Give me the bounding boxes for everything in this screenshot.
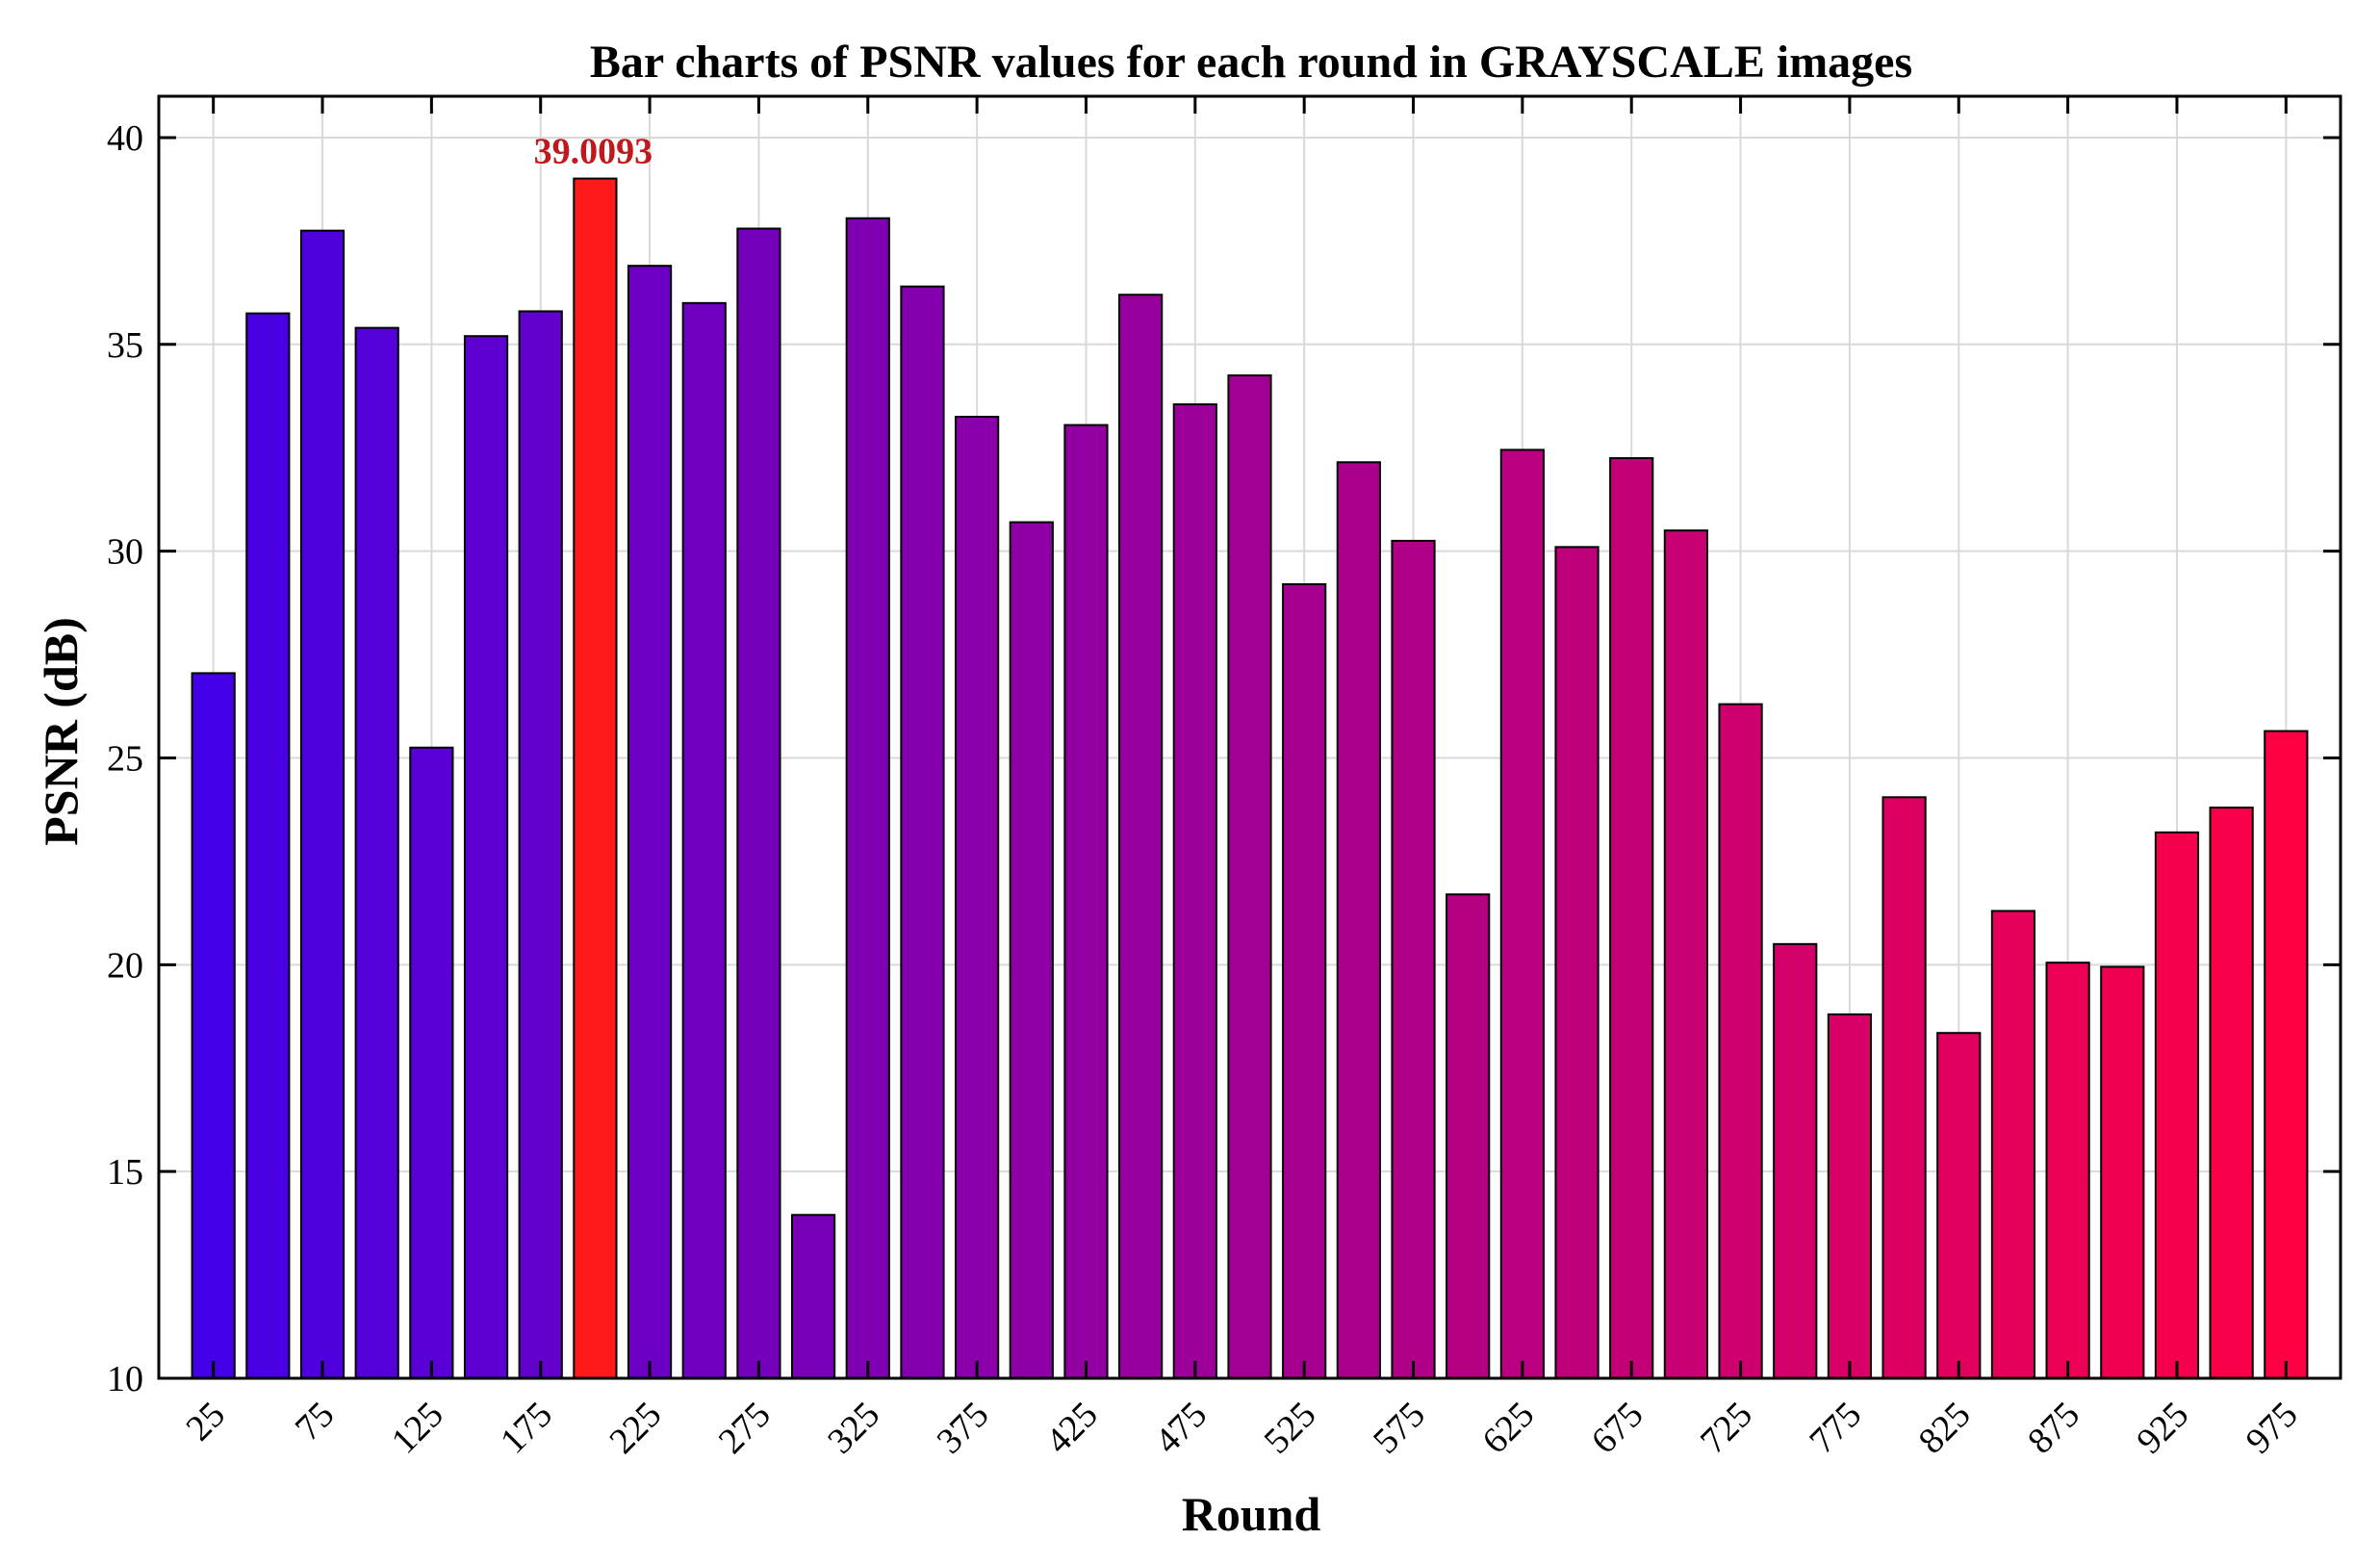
bar-round-975 [2264, 730, 2309, 1379]
bars [191, 177, 2309, 1380]
x-tick-label: 925 [2129, 1395, 2196, 1462]
x-tick-label: 175 [493, 1395, 560, 1462]
x-tick-label: 275 [711, 1395, 779, 1462]
bar-round-775 [1827, 1013, 1873, 1380]
x-tick-label: 825 [1911, 1395, 1979, 1462]
bar-round-300 [790, 1214, 836, 1380]
bar-round-275 [736, 227, 781, 1379]
bar-round-225 [627, 265, 673, 1380]
y-tick-label: 40 [107, 118, 143, 159]
y-tick-label: 30 [107, 532, 143, 573]
bar-round-650 [1554, 546, 1599, 1379]
x-tick-label: 225 [601, 1395, 669, 1462]
bar-round-550 [1336, 461, 1381, 1379]
bar-round-150 [463, 335, 509, 1379]
bar-round-475 [1172, 403, 1217, 1379]
y-tick-label: 20 [107, 945, 143, 986]
bar-round-100 [354, 326, 399, 1379]
bar-round-575 [1391, 539, 1436, 1379]
bar-round-375 [955, 416, 1000, 1379]
bar-round-600 [1446, 893, 1491, 1379]
bar-round-175 [518, 310, 563, 1379]
bar-round-200 [573, 177, 618, 1379]
bar-round-950 [2209, 807, 2254, 1379]
bar-round-25 [191, 672, 236, 1379]
y-tick-label: 15 [107, 1152, 143, 1193]
x-tick-label: 675 [1584, 1395, 1651, 1462]
bar-round-875 [2045, 962, 2090, 1379]
x-tick-label: 875 [2020, 1395, 2087, 1462]
max-value-annotation: 39.0093 [534, 132, 653, 172]
x-tick-label: 625 [1474, 1395, 1542, 1462]
bar-round-900 [2100, 965, 2145, 1379]
chart-title: Bar charts of PSNR values for each round… [590, 37, 1912, 88]
y-axis-label: PSNR (dB) [34, 617, 88, 846]
bar-round-75 [299, 229, 345, 1380]
x-axis-label: Round [1182, 1487, 1321, 1541]
x-tick-label: 575 [1366, 1395, 1433, 1462]
x-tick-label: 475 [1147, 1395, 1215, 1462]
x-tick-label: 975 [2239, 1395, 2306, 1462]
x-tick-label: 325 [820, 1395, 887, 1462]
bar-round-825 [1936, 1032, 1982, 1379]
x-tick-label: 25 [178, 1395, 233, 1450]
x-tick-label: 775 [1802, 1395, 1869, 1462]
bar-round-800 [1881, 796, 1927, 1379]
y-tick-label: 25 [107, 738, 143, 779]
bar-round-50 [245, 312, 291, 1379]
bar-round-450 [1118, 294, 1164, 1380]
y-tick-labels: 10 15 20 25 30 35 40 [107, 118, 143, 1399]
bar-round-750 [1773, 942, 1818, 1379]
x-tick-label: 425 [1038, 1395, 1106, 1462]
x-tick-label: 525 [1257, 1395, 1324, 1462]
bar-round-850 [1990, 910, 2036, 1380]
bar-round-625 [1499, 449, 1545, 1379]
plot-frame [157, 94, 2342, 1380]
bar-round-325 [845, 217, 890, 1379]
bar-round-250 [681, 301, 727, 1379]
x-tick-label: 725 [1693, 1395, 1760, 1462]
bar-round-675 [1609, 456, 1654, 1380]
bar-round-425 [1063, 423, 1109, 1379]
bar-round-525 [1282, 583, 1327, 1379]
bar-round-500 [1227, 374, 1272, 1380]
x-tick-labels: 25 75 125 175 225 275 325 375 425 475 525 575 625 675… [178, 1395, 2305, 1462]
bar-round-700 [1663, 529, 1709, 1379]
x-tick-label: 125 [384, 1395, 451, 1462]
y-tick-label: 35 [107, 325, 143, 366]
bar-round-350 [900, 285, 945, 1379]
x-tick-label: 375 [929, 1395, 996, 1462]
bar-round-125 [409, 746, 454, 1379]
axis-ticks [159, 96, 2341, 1380]
y-tick-label: 10 [107, 1359, 143, 1399]
x-tick-label: 75 [288, 1395, 343, 1450]
bar-round-725 [1718, 703, 1763, 1379]
bar-round-400 [1009, 521, 1054, 1379]
bar-round-925 [2154, 831, 2200, 1379]
